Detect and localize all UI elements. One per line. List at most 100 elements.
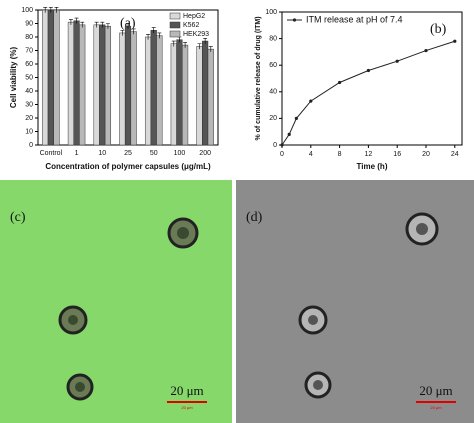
y-tick-label: 10 — [25, 128, 33, 135]
x-tick-label: 0 — [280, 151, 284, 158]
error-bar — [203, 38, 208, 44]
x-axis-label: Concentration of polymer capsules (μg/mL… — [45, 162, 211, 171]
marker — [366, 68, 370, 73]
marker — [294, 116, 298, 120]
bar — [150, 30, 157, 146]
bar — [47, 9, 54, 146]
y-tick-label: 40 — [25, 88, 33, 95]
legend-marker — [292, 18, 297, 22]
micrograph-c — [0, 180, 232, 423]
y-axis-label: % of cumulative release of drug (ITM) — [255, 16, 262, 140]
error-bar — [74, 17, 79, 24]
panel-label: (c) — [10, 210, 26, 225]
scale-bar-label: 20 μm — [170, 383, 203, 398]
cell-nucleus — [308, 315, 318, 325]
y-tick-label: 0 — [273, 142, 277, 149]
y-tick-label: 60 — [269, 62, 277, 69]
cell-nucleus — [75, 382, 85, 392]
panel-c: (c) 20 μm 20 μm — [0, 180, 232, 423]
legend-label: K562 — [183, 22, 199, 29]
marker — [280, 143, 284, 147]
error-bar — [105, 23, 110, 29]
error-bar — [171, 40, 176, 47]
legend-swatch — [169, 30, 181, 38]
error-bar — [94, 21, 99, 28]
bar — [176, 39, 183, 146]
bar — [182, 44, 189, 146]
y-axis-label: Cell viability (%) — [9, 46, 18, 108]
bar — [79, 24, 86, 146]
x-tick-label: 4 — [309, 151, 313, 158]
y-tick-label: 0 — [29, 142, 33, 149]
bar — [196, 46, 203, 146]
bar — [99, 24, 106, 146]
marker — [424, 48, 428, 53]
cell-nucleus — [313, 380, 323, 390]
bar — [104, 25, 112, 146]
bar — [119, 32, 126, 146]
bar — [73, 20, 80, 146]
scale-bar-label: 20 μm — [419, 383, 452, 398]
error-bar — [131, 28, 136, 35]
bar — [156, 35, 163, 146]
x-tick-label: 8 — [338, 151, 342, 158]
error-bar — [48, 7, 53, 13]
y-tick-label: 30 — [25, 101, 33, 108]
x-tick-label: 12 — [365, 151, 373, 158]
error-bar — [151, 27, 156, 33]
x-tick-label: 10 — [98, 150, 106, 157]
panel-label: (d) — [246, 210, 263, 225]
y-tick-label: 100 — [265, 9, 277, 16]
y-tick-label: 80 — [25, 34, 33, 41]
y-tick-label: 40 — [269, 89, 277, 96]
bar — [67, 21, 74, 146]
panel-d: (d) 20 μm 20 μm — [236, 180, 474, 423]
x-tick-label: 1 — [75, 150, 79, 157]
bar — [207, 48, 214, 146]
marker — [309, 99, 313, 103]
error-bar — [126, 23, 130, 29]
scale-caption: 20 μm — [430, 405, 442, 410]
marker — [338, 80, 342, 85]
marker — [287, 132, 291, 136]
error-bar — [100, 21, 105, 28]
y-tick-label: 100 — [21, 7, 33, 14]
x-tick-label: 16 — [393, 151, 401, 158]
bar — [53, 9, 60, 146]
x-tick-label: Control — [40, 150, 63, 157]
y-tick-label: 20 — [25, 115, 33, 122]
x-tick-label: 20 — [422, 151, 430, 158]
error-bar — [54, 7, 59, 13]
legend-label: HEK293 — [183, 31, 209, 38]
error-bar — [197, 43, 202, 50]
error-bar — [183, 42, 188, 48]
x-tick-label: 25 — [124, 150, 132, 157]
cell-nucleus — [177, 227, 189, 239]
marker — [395, 59, 399, 63]
error-bar — [157, 32, 162, 39]
cell-nucleus — [68, 315, 78, 325]
x-tick-label: 100 — [174, 150, 186, 157]
y-tick-label: 20 — [269, 115, 277, 122]
legend-swatch — [169, 12, 181, 20]
error-bar — [208, 46, 213, 52]
plot-frame — [281, 11, 463, 146]
error-bar — [146, 34, 151, 40]
bar — [93, 24, 100, 146]
error-bar — [120, 29, 125, 36]
x-tick-label: 200 — [199, 150, 211, 157]
x-tick-label: 24 — [451, 151, 459, 158]
bar — [130, 31, 137, 146]
bar — [144, 36, 152, 146]
bar — [202, 40, 209, 146]
y-tick-label: 90 — [25, 20, 33, 27]
error-bar — [43, 7, 48, 13]
x-tick-label: 50 — [150, 150, 158, 157]
line — [281, 40, 455, 146]
y-tick-label: 50 — [25, 74, 33, 81]
y-tick-label: 70 — [25, 47, 33, 54]
x-axis-label: Time (h) — [357, 162, 388, 171]
y-tick-label: 80 — [269, 35, 277, 42]
scale-caption: 20 μm — [181, 405, 193, 410]
